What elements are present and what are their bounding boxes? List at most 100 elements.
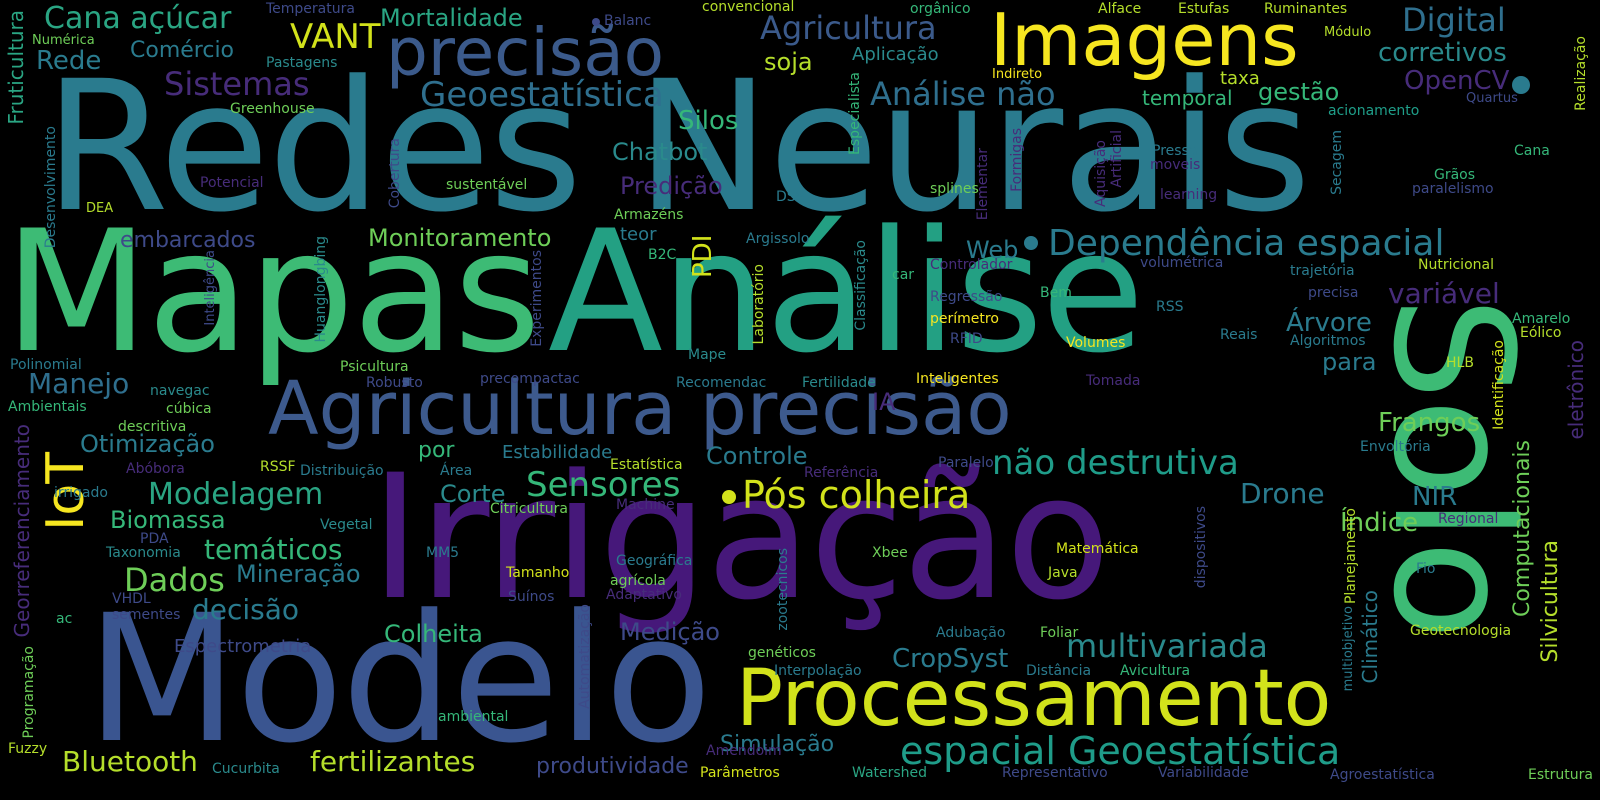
word-watershed: Watershed: [852, 765, 928, 781]
word-moveis: moveis: [1150, 157, 1201, 173]
word-amarelo: Amarelo: [1512, 311, 1571, 327]
word-manejo: Manejo: [28, 367, 130, 400]
word-bluetooth: Bluetooth: [62, 745, 198, 778]
word-controle: Controle: [706, 442, 808, 470]
word-amendoim: Amendoim: [706, 743, 782, 759]
word-splines: splines: [930, 181, 979, 197]
word-citricultura: Citricultura: [490, 501, 568, 517]
word-ruminantes: Ruminantes: [1264, 1, 1348, 17]
word-taxa: taxa: [1220, 68, 1260, 89]
word-rede: Rede: [36, 46, 102, 76]
word-eolico: Eólico: [1520, 325, 1562, 341]
word-gestao: gestão: [1258, 78, 1340, 106]
word-mortalidade: Mortalidade: [380, 4, 523, 32]
word-distribuicao: Distribuição: [300, 463, 384, 479]
word-digital: Digital: [1402, 1, 1506, 39]
word-rfid: RFID: [950, 331, 983, 347]
word-modulo: Módulo: [1324, 25, 1372, 40]
word-taxonomia: Taxonomia: [106, 545, 181, 561]
word-parametros: Parâmetros: [700, 765, 780, 781]
word-silvicultura: Silvicultura: [1538, 540, 1563, 663]
word-irrigado: irrigado: [54, 485, 108, 501]
word-interpolacao: Interpolação: [774, 663, 862, 679]
word-controlador: Controlador: [930, 257, 1013, 273]
word-descritiva: descritiva: [118, 419, 187, 435]
dot-mark: [592, 18, 600, 26]
word-comercio: Comércio: [130, 38, 235, 63]
word-reais: Reais: [1220, 327, 1258, 343]
word-paralelismo: paralelismo: [1412, 181, 1494, 197]
word-ia: IA: [872, 388, 896, 416]
word-avicultura: Avicultura: [1120, 663, 1191, 679]
word-precompactac: precompactac: [480, 371, 580, 387]
word-corretivos: corretivos: [1378, 38, 1507, 68]
word-precisa: precisa: [1308, 285, 1359, 301]
word-pos-colheira: Pós colheira: [742, 473, 971, 517]
word-estrutura: Estrutura: [1528, 767, 1593, 783]
word-regressao: Regressão: [930, 289, 1003, 305]
word-chatbot: Chatbot: [612, 138, 708, 166]
word-silos: Silos: [678, 106, 739, 136]
word-dss: DSS: [776, 189, 805, 205]
word-formigas: Formigas: [1009, 128, 1025, 192]
word-especialista: Especialista: [847, 72, 863, 155]
word-vant: VANT: [290, 17, 381, 57]
word-realizacao: Realização: [1573, 36, 1589, 111]
word-fertilidade: Fertilidade: [802, 375, 876, 391]
word-armazens: Armazéns: [614, 207, 684, 223]
word-pressa: Pressa: [1152, 143, 1198, 159]
word-soja: soja: [764, 48, 813, 76]
word-ambiental: ambiental: [438, 709, 509, 725]
word-adubacao: Adubação: [936, 625, 1006, 641]
word-secagem: Secagem: [1329, 130, 1345, 195]
word-recomendac: Recomendac: [676, 375, 767, 391]
word-abobora: Abóbora: [126, 461, 185, 477]
word-tematicos: temáticos: [204, 533, 343, 566]
word-para: para: [1322, 348, 1377, 376]
word-numerica: Numérica: [32, 33, 95, 48]
word-acionamento: acionamento: [1328, 103, 1420, 119]
word-arvore: Árvore: [1286, 308, 1372, 338]
word-fruticultura: Fruticultura: [4, 10, 28, 125]
word-xbee: Xbee: [872, 545, 908, 561]
word-distancia: Distância: [1026, 663, 1092, 679]
word-vhdl: VHDL: [112, 591, 151, 607]
word-trajetoria: trajetória: [1290, 263, 1355, 279]
word-sistemas: Sistemas: [164, 65, 310, 103]
word-inteligencia: Inteligência: [203, 250, 218, 326]
word-opencv: OpenCV: [1404, 66, 1510, 96]
word-geografica: Geográfica: [616, 553, 693, 569]
word-predicao: Predição: [620, 172, 723, 200]
word-mineracao: Mineração: [236, 560, 361, 588]
word-desenvolvimento: Desenvolvimento: [43, 126, 59, 249]
word-fertilizantes: fertilizantes: [310, 745, 476, 778]
word-volumes: Volumes: [1066, 335, 1126, 351]
word-huanglongbing: Huanglongbing: [313, 236, 329, 343]
word-dispositivos: dispositivos: [1193, 506, 1209, 589]
word-cucurbita: Cucurbita: [212, 761, 280, 777]
word-convencional: convencional: [702, 0, 795, 15]
word-irrigacao: Irrigação: [370, 437, 1111, 638]
word-matematica: Matemática: [1056, 541, 1139, 557]
word-mm5: MM5: [426, 545, 460, 561]
word-multiobjetivo: multiobjetivo: [1341, 606, 1356, 692]
word-agricultura: Agricultura: [760, 9, 937, 47]
word-medicao: Medição: [620, 618, 720, 646]
word-greenhouse: Greenhouse: [230, 101, 315, 117]
word-processamento: Processamento: [736, 654, 1332, 744]
word-robusto: Robusto: [366, 375, 423, 391]
word-referencia: Referência: [804, 465, 879, 481]
word-zootecnicos: zootecnicos: [775, 548, 791, 631]
word-elementar: Elementar: [975, 148, 991, 221]
word-ambientais: Ambientais: [8, 399, 87, 415]
word-decisao: decisão: [192, 593, 300, 626]
word-identificacao: Identificação: [1491, 340, 1507, 430]
word-indireto: Indireto: [992, 67, 1043, 82]
word-nutricional: Nutricional: [1418, 257, 1494, 273]
word-rss: RSS: [1156, 299, 1184, 315]
word-organico: orgânico: [910, 1, 971, 17]
word-aplicacao: Aplicação: [852, 44, 939, 65]
word-quartus: Quartus: [1466, 91, 1518, 106]
word-climatico: Climático: [1358, 590, 1382, 684]
word-analise: Análise: [548, 194, 1145, 390]
